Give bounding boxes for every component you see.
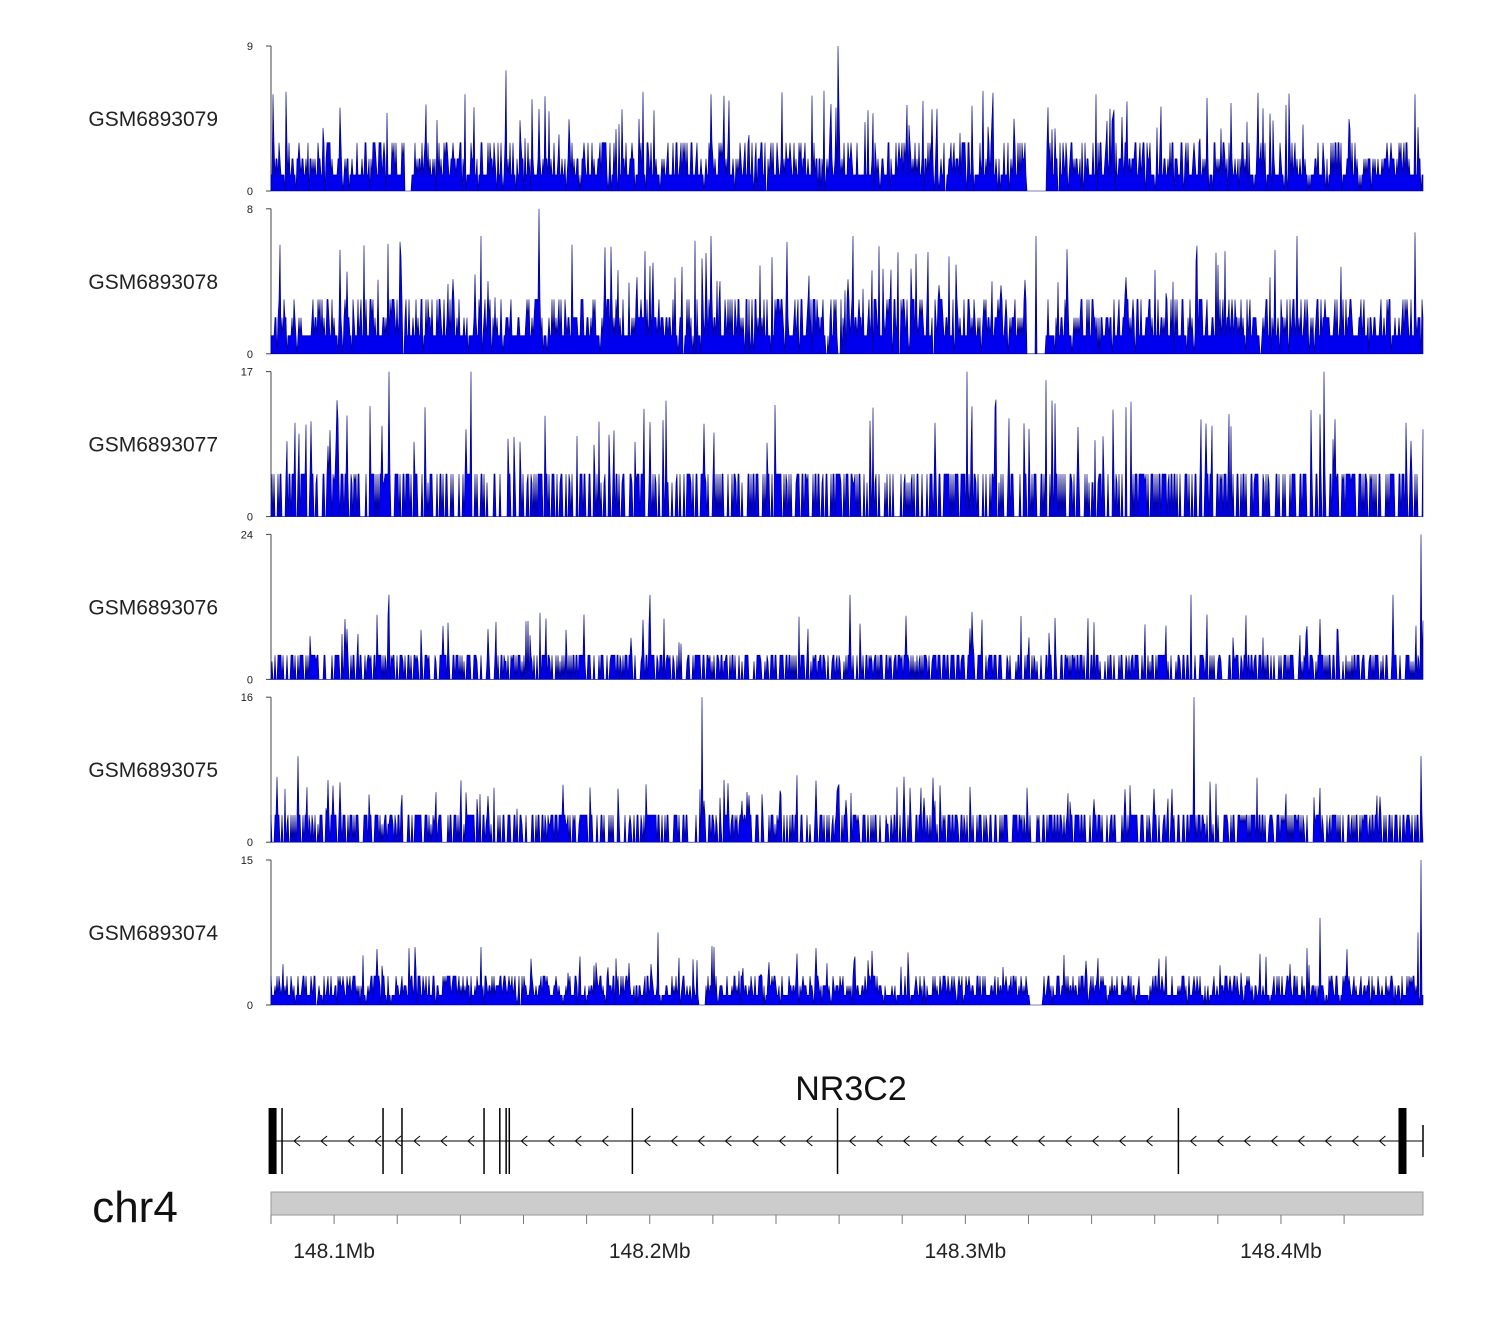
strand-arrow bbox=[983, 1135, 991, 1147]
strand-arrow bbox=[1091, 1135, 1099, 1147]
strand-arrow bbox=[1064, 1135, 1072, 1147]
strand-arrow bbox=[320, 1135, 328, 1147]
strand-arrow bbox=[1118, 1135, 1126, 1147]
y-axis-min-label: 0 bbox=[247, 349, 253, 361]
chromosome-bar bbox=[270, 1191, 1424, 1216]
axis-tick-label: 148.1Mb bbox=[293, 1240, 375, 1263]
y-axis-max-label: 16 bbox=[241, 692, 253, 704]
strand-arrow bbox=[1324, 1135, 1332, 1147]
chromosome-label: chr4 bbox=[92, 1183, 178, 1232]
track-label: GSM6893076 bbox=[88, 596, 218, 619]
track-GSM6893074: GSM6893074 15 0 bbox=[88, 855, 1424, 1012]
coverage-area bbox=[270, 208, 1424, 355]
strand-arrow bbox=[440, 1135, 448, 1147]
strand-arrow bbox=[1243, 1135, 1251, 1147]
y-axis-max-label: 15 bbox=[241, 855, 253, 867]
y-axis-min-label: 0 bbox=[247, 512, 253, 524]
strand-arrow bbox=[724, 1135, 732, 1147]
track-label: GSM6893077 bbox=[88, 434, 218, 457]
y-axis-min-label: 0 bbox=[247, 1000, 253, 1012]
strand-arrow bbox=[778, 1135, 786, 1147]
y-axis-max-label: 8 bbox=[247, 204, 253, 216]
track-GSM6893075: GSM6893075 16 0 bbox=[88, 692, 1424, 849]
strand-arrow bbox=[601, 1135, 609, 1147]
track-label: GSM6893078 bbox=[88, 271, 218, 294]
strand-arrow bbox=[374, 1135, 382, 1147]
strand-arrow bbox=[1189, 1135, 1197, 1147]
strand-arrow bbox=[751, 1135, 759, 1147]
strand-arrow bbox=[293, 1135, 301, 1147]
gene-model: NR3C2 bbox=[268, 1070, 1424, 1174]
gene-label: NR3C2 bbox=[795, 1070, 906, 1108]
gene-exon-utr bbox=[1398, 1108, 1407, 1174]
y-axis-max-label: 24 bbox=[241, 529, 253, 541]
strand-arrow bbox=[956, 1135, 964, 1147]
track-GSM6893079: GSM6893079 9 0 bbox=[88, 41, 1424, 198]
strand-arrow bbox=[1145, 1135, 1153, 1147]
track-GSM6893078: GSM6893078 8 0 bbox=[88, 204, 1424, 361]
strand-arrow bbox=[467, 1135, 475, 1147]
strand-arrow bbox=[1037, 1135, 1045, 1147]
strand-arrow bbox=[643, 1135, 651, 1147]
axis-tick-label: 148.4Mb bbox=[1240, 1240, 1322, 1263]
strand-arrow bbox=[520, 1135, 528, 1147]
y-axis-max-label: 17 bbox=[241, 367, 253, 379]
strand-arrow bbox=[848, 1135, 856, 1147]
strand-arrow bbox=[1351, 1135, 1359, 1147]
gene-exon-utr bbox=[268, 1108, 277, 1174]
strand-arrow bbox=[574, 1135, 582, 1147]
coverage-area bbox=[270, 697, 1424, 843]
track-GSM6893077: GSM6893077 17 0 bbox=[88, 367, 1424, 524]
track-label: GSM6893079 bbox=[88, 108, 218, 131]
strand-arrow bbox=[875, 1135, 883, 1147]
strand-arrow bbox=[394, 1135, 402, 1147]
track-label: GSM6893074 bbox=[88, 922, 218, 945]
coverage-area bbox=[270, 534, 1424, 680]
y-axis-min-label: 0 bbox=[247, 674, 253, 686]
y-axis-min-label: 0 bbox=[247, 837, 253, 849]
strand-arrow bbox=[929, 1135, 937, 1147]
strand-arrow bbox=[1297, 1135, 1305, 1147]
strand-arrow bbox=[805, 1135, 813, 1147]
track-label: GSM6893075 bbox=[88, 759, 218, 782]
strand-arrow bbox=[547, 1135, 555, 1147]
coverage-tracks: GSM689307990GSM689307880GSM6893077170GSM… bbox=[88, 41, 1424, 1012]
strand-arrow bbox=[413, 1135, 421, 1147]
strand-arrow bbox=[1216, 1135, 1224, 1147]
axis-tick-label: 148.3Mb bbox=[924, 1240, 1006, 1263]
coverage-area bbox=[270, 859, 1424, 1006]
genome-axis: chr4 148.1Mb 148.2Mb 148.3Mb 148.4Mb bbox=[92, 1183, 1424, 1263]
strand-arrow bbox=[1378, 1135, 1386, 1147]
strand-arrow bbox=[347, 1135, 355, 1147]
strand-arrow bbox=[902, 1135, 910, 1147]
strand-arrow bbox=[1270, 1135, 1278, 1147]
coverage-area bbox=[270, 371, 1424, 517]
y-axis-min-label: 0 bbox=[247, 186, 253, 198]
track-GSM6893076: GSM6893076 24 0 bbox=[88, 529, 1424, 686]
axis-tick-label: 148.2Mb bbox=[609, 1240, 691, 1263]
coverage-area bbox=[270, 45, 1424, 192]
strand-arrow bbox=[1010, 1135, 1018, 1147]
strand-arrow bbox=[697, 1135, 705, 1147]
strand-arrow bbox=[670, 1135, 678, 1147]
y-axis-max-label: 9 bbox=[247, 41, 253, 53]
